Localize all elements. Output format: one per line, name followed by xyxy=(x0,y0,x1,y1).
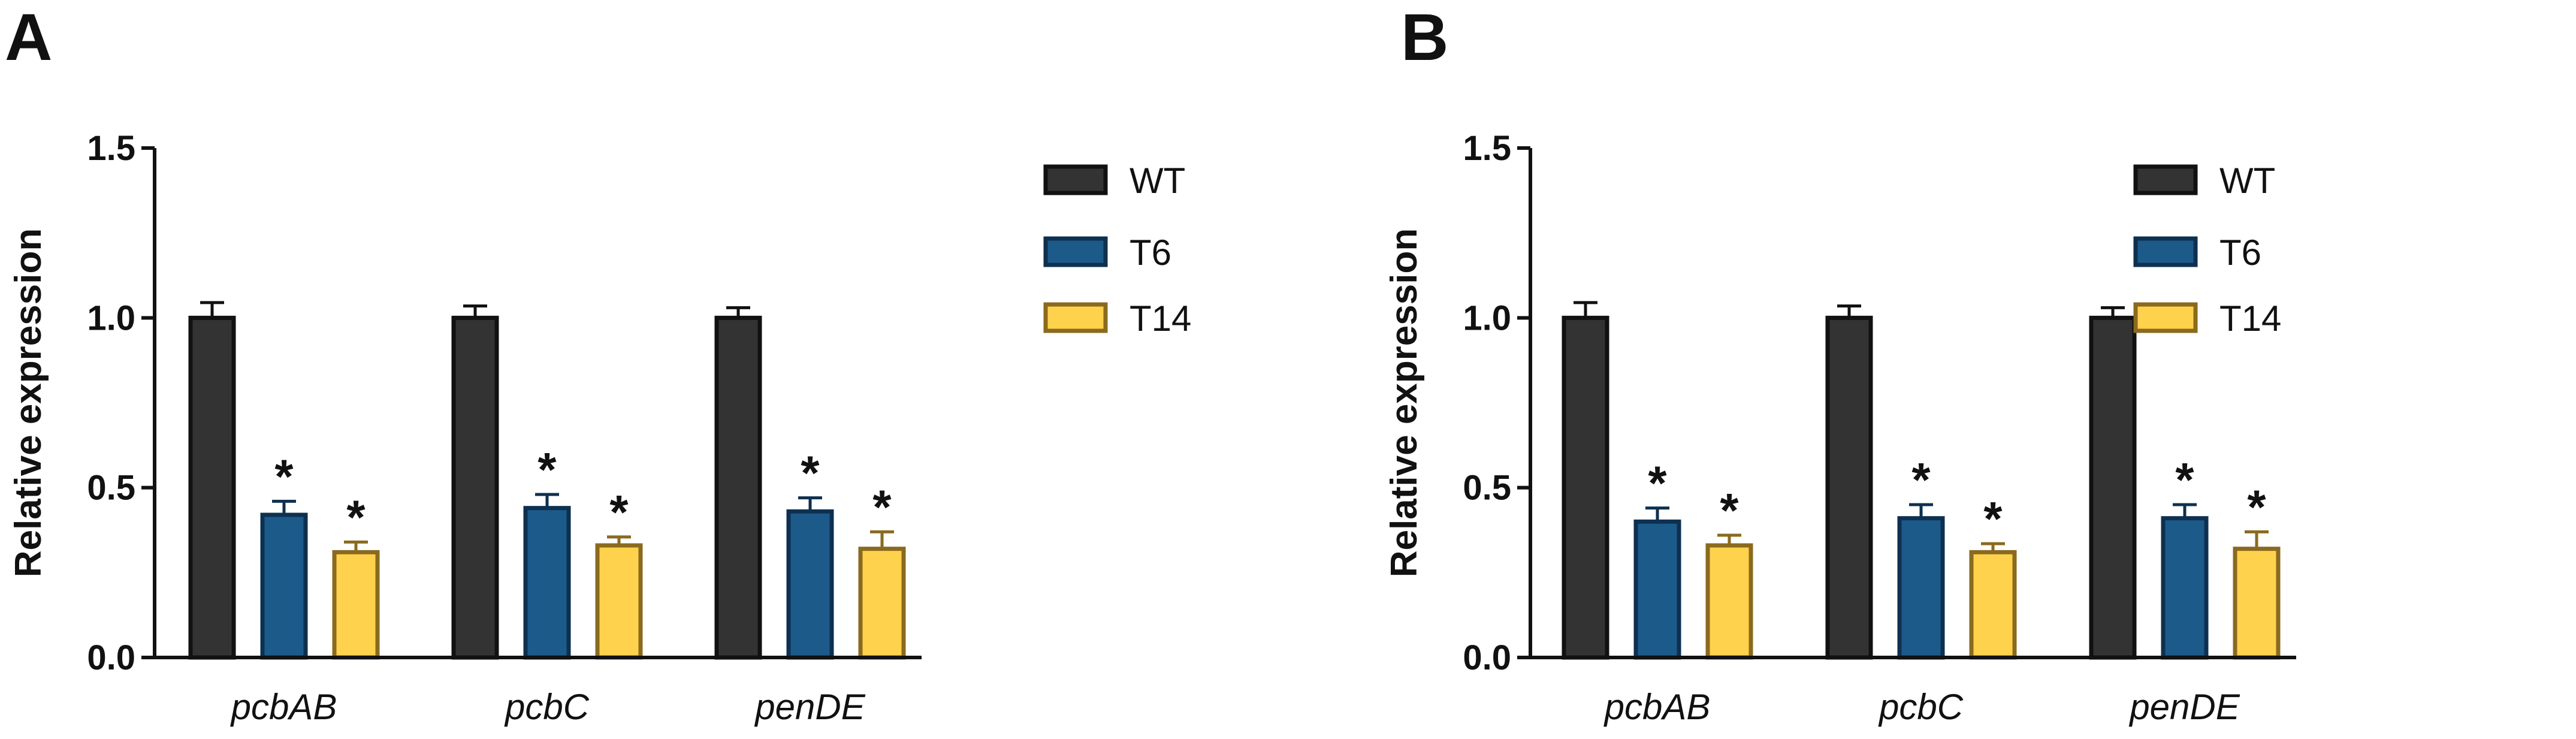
bar-wt xyxy=(1825,315,1873,660)
y-tick-label: 0.5 xyxy=(1463,469,1511,508)
bar-t14 xyxy=(2233,547,2281,660)
significance-marker: * xyxy=(537,443,557,496)
significance-marker: * xyxy=(1720,484,1739,537)
y-axis-label: Relative expression xyxy=(8,228,49,577)
significance-marker: * xyxy=(1648,457,1667,510)
legend-label-t6: T6 xyxy=(2219,233,2261,273)
bar-wt xyxy=(2089,315,2137,660)
legend-label-t14: T14 xyxy=(1130,298,1191,339)
y-tick-label: 0.0 xyxy=(87,638,135,677)
y-tick-label: 1.5 xyxy=(1463,129,1511,168)
y-tick-label: 0.0 xyxy=(1463,638,1511,677)
panel-b: B 0.0 0.5 1.0 1.5 Relative expression * * pcbAB *… xyxy=(1384,1,2296,727)
bar-t14 xyxy=(1705,543,1753,660)
bar-wt xyxy=(714,315,762,660)
panel-a: A 0.0 0.5 1.0 1.5 Relative expression * * pcbAB *… xyxy=(5,1,1191,727)
legend-label-wt: WT xyxy=(2219,161,2275,201)
legend-label-t14: T14 xyxy=(2219,298,2281,339)
x-category-label: pcbAB xyxy=(230,687,337,727)
significance-marker: * xyxy=(2247,480,2266,533)
y-tick-label: 0.5 xyxy=(87,469,135,508)
legend-swatch-wt xyxy=(1043,164,1108,195)
significance-marker: * xyxy=(346,490,366,544)
bar-t6 xyxy=(2161,516,2209,660)
legend-swatch-t6 xyxy=(2133,236,2198,267)
x-category-label: pcbC xyxy=(1878,687,1964,727)
bar-t6 xyxy=(1633,519,1681,660)
x-category-label: pcbAB xyxy=(1603,687,1711,727)
x-category-label: penDE xyxy=(754,687,865,727)
bar-t6 xyxy=(260,512,308,660)
bar-t14 xyxy=(858,547,906,660)
significance-marker: * xyxy=(1911,453,1931,506)
legend-swatch-t14 xyxy=(2133,302,2198,333)
panel-letter: A xyxy=(5,1,52,74)
bar-wt xyxy=(188,315,236,660)
y-tick-label: 1.0 xyxy=(87,298,135,337)
x-category-label: pcbC xyxy=(504,687,590,727)
legend-swatch-t6 xyxy=(1043,236,1108,267)
bar-t14 xyxy=(1969,550,2017,660)
y-tick-label: 1.5 xyxy=(87,129,135,168)
legend-swatch-t14 xyxy=(1043,302,1108,333)
significance-marker: * xyxy=(801,447,820,500)
significance-marker: * xyxy=(872,480,892,533)
bar-t14 xyxy=(595,543,643,660)
legend-label-t6: T6 xyxy=(1130,233,1171,273)
bar-t14 xyxy=(332,550,380,660)
panel-letter: B xyxy=(1401,1,1448,74)
bar-t6 xyxy=(523,506,571,660)
y-axis-label: Relative expression xyxy=(1384,228,1425,577)
bar-t6 xyxy=(786,509,834,660)
bar-wt xyxy=(1562,315,1609,660)
significance-marker: * xyxy=(2175,453,2194,506)
significance-marker: * xyxy=(609,485,629,539)
bar-wt xyxy=(451,315,499,660)
legend-label-wt: WT xyxy=(1130,161,1185,201)
significance-marker: * xyxy=(274,450,294,503)
y-tick-label: 1.0 xyxy=(1463,298,1511,337)
x-category-label: penDE xyxy=(2128,687,2240,727)
significance-marker: * xyxy=(1983,492,2003,545)
legend-swatch-wt xyxy=(2133,164,2198,195)
bar-t6 xyxy=(1897,516,1945,660)
